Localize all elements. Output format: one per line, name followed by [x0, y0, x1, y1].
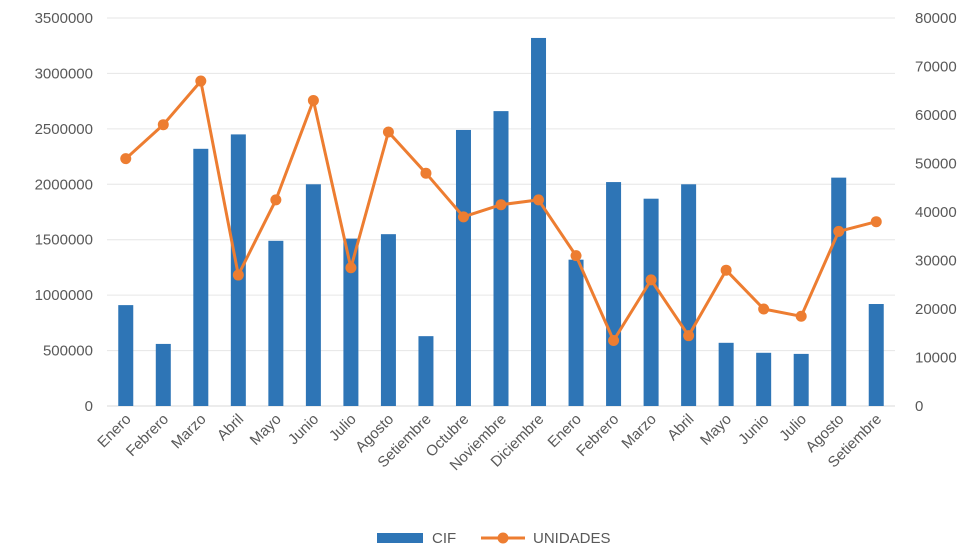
cif-bar — [343, 238, 359, 406]
unidades-point — [795, 310, 807, 322]
cif-bar — [568, 259, 584, 406]
cif-bar — [455, 129, 471, 407]
right-tick-label: 60000 — [915, 107, 957, 124]
unidades-point — [345, 262, 357, 274]
cif-bar — [831, 177, 847, 406]
category-label: Marzo — [618, 411, 659, 452]
category-label: Abril — [664, 411, 697, 444]
unidades-point — [645, 274, 657, 286]
right-tick-label: 20000 — [915, 301, 957, 318]
category-label: Febrero — [573, 411, 622, 460]
right-tick-label: 50000 — [915, 156, 957, 173]
unidades-point — [533, 194, 545, 206]
unidades-point — [720, 264, 732, 276]
category-label: Mayo — [697, 411, 735, 449]
cif-bar — [155, 343, 171, 406]
unidades-point — [683, 330, 695, 342]
left-tick-label: 500000 — [43, 343, 93, 360]
left-tick-label: 3500000 — [35, 10, 93, 27]
cif-bar — [268, 240, 284, 406]
unidades-point — [457, 211, 469, 223]
cif-bar — [718, 342, 734, 406]
legend-unidades-label: UNIDADES — [533, 530, 611, 547]
left-tick-label: 2000000 — [35, 176, 93, 193]
left-tick-label: 0 — [85, 398, 93, 415]
right-tick-label: 10000 — [915, 350, 957, 367]
cif-bar — [606, 182, 622, 406]
unidades-point — [270, 194, 282, 206]
unidades-point — [382, 126, 394, 138]
cif-bar — [493, 111, 509, 407]
unidades-point — [195, 75, 207, 87]
unidades-point — [157, 119, 169, 131]
category-label: Julio — [326, 411, 360, 445]
unidades-point — [420, 167, 432, 179]
category-label: Abril — [214, 411, 247, 444]
cif-bar — [305, 184, 321, 406]
cif-bar — [418, 336, 434, 406]
right-axis: 0 10000 20000 30000 40000 50000 60000 70000 8000… — [915, 10, 957, 415]
left-tick-label: 1500000 — [35, 232, 93, 249]
unidades-point — [307, 94, 319, 106]
unidades-point — [495, 199, 507, 211]
cif-bar — [118, 305, 134, 406]
unidades-point — [608, 335, 620, 347]
unidades-point — [870, 216, 882, 228]
right-tick-label: 80000 — [915, 10, 957, 27]
cif-bar — [868, 304, 884, 406]
left-tick-label: 1000000 — [35, 287, 93, 304]
unidades-point — [232, 269, 244, 281]
cif-bars — [118, 37, 884, 407]
category-label: Junio — [285, 411, 322, 448]
legend-cif-label: CIF — [432, 530, 456, 547]
category-label: Julio — [776, 411, 810, 445]
category-label: Junio — [735, 411, 772, 448]
unidades-line — [120, 75, 882, 347]
legend-cif-swatch — [377, 533, 423, 543]
left-tick-label: 3000000 — [35, 65, 93, 82]
cif-bar — [793, 353, 809, 406]
right-tick-label: 70000 — [915, 59, 957, 76]
cif-bar — [681, 184, 697, 406]
right-tick-label: 30000 — [915, 253, 957, 270]
category-label: Febrero — [123, 411, 172, 460]
category-label: Marzo — [168, 411, 209, 452]
right-tick-label: 0 — [915, 398, 923, 415]
category-label: Mayo — [247, 411, 285, 449]
cif-bar — [643, 198, 659, 406]
cif-bar — [193, 148, 209, 406]
unidades-point — [758, 303, 770, 315]
cif-bar — [531, 37, 547, 406]
unidades-point — [120, 153, 132, 165]
left-axis: 0 500000 1000000 1500000 2000000 2500000 30000… — [35, 10, 93, 415]
legend-unidades-swatch-marker — [497, 532, 509, 544]
right-tick-label: 40000 — [915, 204, 957, 221]
unidades-point — [570, 250, 582, 262]
cif-bar — [756, 352, 772, 406]
legend: CIF UNIDADES — [377, 530, 611, 547]
left-tick-label: 2500000 — [35, 121, 93, 138]
unidades-point — [833, 225, 845, 237]
cif-bar — [380, 234, 396, 406]
